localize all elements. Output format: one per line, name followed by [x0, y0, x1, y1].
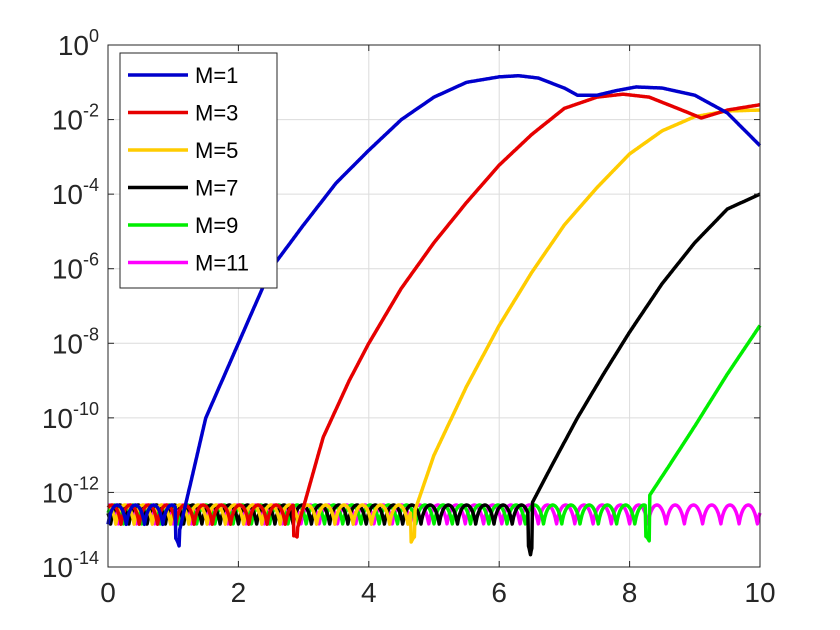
legend-label: M=1 [195, 63, 238, 88]
legend-label: M=11 [195, 251, 249, 276]
x-tick-label: 8 [622, 577, 638, 608]
legend-label: M=9 [195, 213, 238, 238]
y-tick-label: 100 [58, 26, 99, 61]
y-tick-label: 10-10 [42, 399, 99, 434]
x-tick-label: 4 [361, 577, 377, 608]
legend-box [119, 52, 278, 289]
legend: M=1 M=3 M=5 M=7 M=9 M=11 [119, 52, 278, 289]
x-tick-label: 2 [231, 577, 247, 608]
y-tick-label: 10-4 [52, 175, 99, 210]
series-layer [106, 73, 762, 557]
y-tick-label: 10-14 [42, 548, 99, 583]
x-axis: 0 2 4 6 8 10 [100, 45, 776, 608]
x-tick-label: 10 [744, 577, 775, 608]
legend-label: M=3 [195, 101, 238, 126]
plot-frame [107, 44, 761, 568]
legend-label: M=5 [195, 138, 238, 163]
series-line-m3 [106, 92, 762, 539]
series-line-m5 [106, 108, 762, 544]
y-tick-label: 10-12 [42, 473, 99, 508]
x-tick-label: 0 [100, 577, 116, 608]
series-line-m1 [106, 73, 762, 548]
y-tick-label: 10-6 [52, 250, 99, 285]
y-tick-label: 10-8 [52, 324, 99, 359]
y-tick-label: 10-2 [52, 101, 99, 136]
legend-label: M=7 [195, 176, 238, 201]
x-tick-label: 6 [491, 577, 507, 608]
y-axis: 10-14 10-12 10-10 10-8 10-6 10-4 10-2 100 [42, 26, 760, 583]
